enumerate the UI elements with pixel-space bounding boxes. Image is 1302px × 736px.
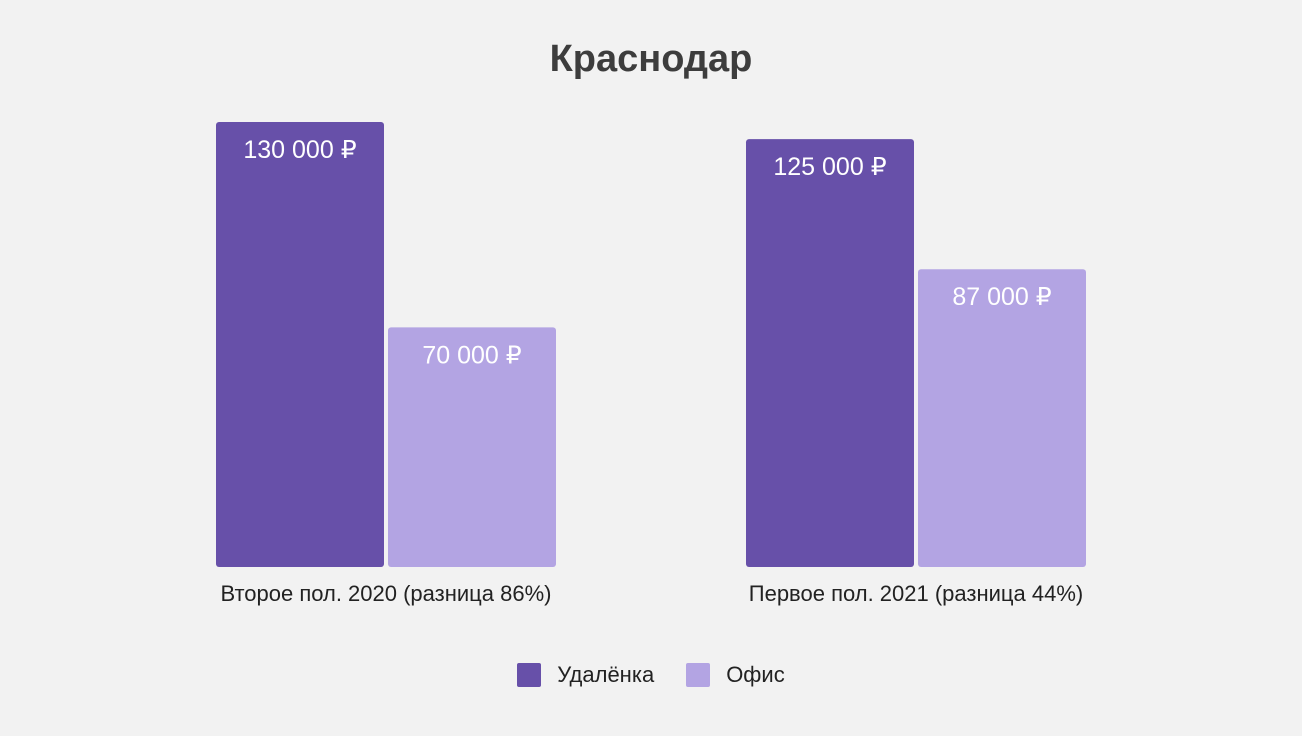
legend: Удалёнка Офис: [0, 662, 1302, 688]
bar-value-label: 125 000 ₽: [773, 153, 886, 181]
bar-office-2: [918, 269, 1086, 567]
category-label: Второе пол. 2020 (разница 86%): [221, 581, 552, 606]
bar-value-label: 70 000 ₽: [422, 341, 521, 369]
bar-office-1: [388, 327, 556, 567]
legend-label: Удалёнка: [557, 662, 655, 687]
category-label: Первое пол. 2021 (разница 44%): [749, 581, 1083, 606]
legend-item-office: Офис: [686, 662, 785, 688]
legend-swatch: [517, 663, 542, 687]
bar-remote-2: [746, 139, 914, 567]
bar-remote-1: [216, 122, 384, 567]
chart-title: Краснодар: [549, 38, 753, 80]
bar-value-label: 87 000 ₽: [952, 283, 1051, 311]
legend-swatch: [686, 663, 711, 687]
bar-value-label: 130 000 ₽: [243, 136, 356, 164]
legend-label: Офис: [726, 662, 785, 687]
legend-item-remote: Удалёнка: [517, 662, 654, 688]
